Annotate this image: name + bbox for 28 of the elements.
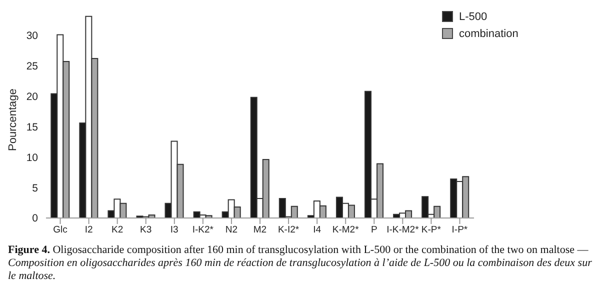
y-tick-label: 5: [32, 182, 38, 194]
x-tick-label: I-P*: [452, 224, 468, 236]
x-tick-label: I-K2*: [192, 224, 214, 236]
x-tick-label: K-I2*: [278, 224, 300, 236]
caption: Figure 4.: [8, 244, 51, 256]
x-tick-label: K-P*: [421, 224, 442, 236]
y-tick-label: 25: [26, 60, 38, 72]
y-tick-label: 0: [32, 212, 38, 225]
y-axis-title: Pourcentage: [6, 88, 19, 151]
x-tick-label: M2: [253, 224, 267, 236]
x-tick-label: K2: [112, 224, 124, 236]
legend-label: L-500: [459, 10, 488, 24]
text: Oligosaccharide composition after 160 min of transglucosylation with L-500 or the combination of the two on maltose —: [52, 244, 588, 256]
text: Composition en oligosaccharides après 160 min de réaction de transglucosylation à l’aide de L-500 ou la combinaison des deux sur le maltose.: [8, 257, 592, 282]
x-tick-label: P: [370, 224, 378, 236]
y-tick-label: 20: [26, 90, 38, 103]
y-tick-label: 30: [26, 30, 38, 42]
y-tick-label: 10: [26, 152, 38, 164]
x-tick-label: K-M2*: [332, 224, 360, 236]
x-tick-label: N2: [225, 224, 238, 236]
x-tick-label: I3: [170, 224, 178, 236]
x-tick-label: K3: [140, 224, 152, 236]
x-tick-label: I-K-M2*: [386, 224, 420, 236]
y-tick-label: 15: [26, 121, 38, 134]
x-tick-label: I2: [84, 224, 93, 236]
legend-label: combination: [459, 26, 518, 42]
x-tick-label: Glc: [53, 224, 68, 236]
x-tick-label: I4: [313, 224, 322, 236]
